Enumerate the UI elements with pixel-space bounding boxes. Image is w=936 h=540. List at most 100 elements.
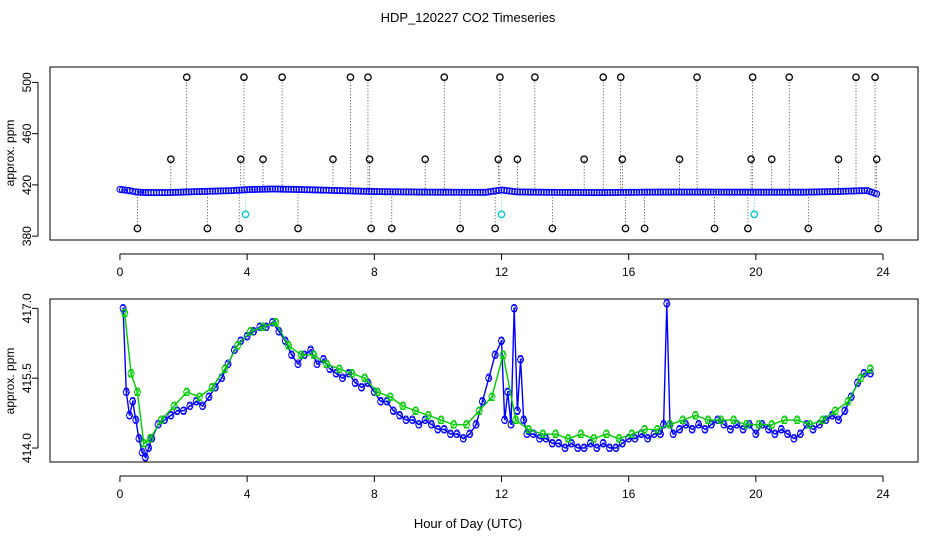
- outlier-point: [834, 155, 843, 164]
- baseline-point: [760, 188, 768, 196]
- series-point: [841, 407, 849, 415]
- top-data-points: [116, 73, 883, 233]
- baseline-point: [179, 188, 188, 196]
- baseline-point: [431, 188, 439, 196]
- series-point: [631, 435, 639, 443]
- top-plot-frame: [49, 66, 919, 241]
- series-marker-label: 2: [272, 315, 279, 329]
- baseline-point: [813, 188, 821, 196]
- baseline-point: [638, 188, 646, 196]
- series-point: [440, 425, 448, 433]
- baseline-point: [564, 188, 572, 196]
- baseline-point: [873, 190, 881, 198]
- baseline-point: [815, 188, 823, 196]
- outlier-point: [871, 73, 879, 82]
- cyan-point: [750, 210, 759, 219]
- series-point: [396, 411, 404, 419]
- series-point: [577, 430, 585, 438]
- baseline-point: [381, 188, 389, 196]
- baseline-point: [442, 188, 450, 196]
- cyan-point: [241, 210, 250, 219]
- baseline-point: [482, 188, 490, 196]
- series-marker-label: 3: [148, 432, 155, 446]
- series-marker-label: 2: [539, 427, 546, 441]
- baseline-point: [118, 186, 126, 194]
- series-point: [561, 444, 569, 452]
- series-marker-label: 3: [644, 432, 651, 446]
- baseline-point: [370, 188, 378, 196]
- baseline-point: [654, 188, 662, 196]
- series-point: [199, 402, 207, 410]
- baseline-point: [185, 188, 193, 196]
- series-point: [281, 337, 289, 345]
- baseline-point: [341, 187, 349, 195]
- baseline-point: [471, 188, 479, 196]
- baseline-point: [635, 188, 643, 196]
- series-marker-label: 2: [718, 413, 725, 427]
- series-point: [186, 402, 194, 410]
- series-marker-label: 3: [358, 380, 365, 394]
- series-marker-label: 3: [765, 422, 772, 436]
- series-point: [857, 374, 865, 382]
- series-point: [146, 435, 154, 443]
- x-tick-label: 12: [495, 265, 509, 279]
- series-point: [332, 370, 340, 378]
- series-marker-label: 3: [753, 427, 760, 441]
- series-marker-label: 2: [819, 413, 826, 427]
- series-marker-label: 3: [415, 418, 422, 432]
- outlier-point: [748, 73, 757, 82]
- series-marker-label: 3: [498, 334, 505, 348]
- baseline-point: [855, 187, 863, 195]
- baseline-point: [203, 187, 211, 195]
- baseline-point: [132, 188, 140, 196]
- series-marker-label: 3: [574, 441, 581, 455]
- series-marker-label: 3: [199, 399, 206, 413]
- baseline-point: [675, 188, 683, 196]
- series-marker-label: 2: [781, 413, 788, 427]
- series-marker-label: 3: [594, 441, 601, 455]
- series-marker-label: 3: [543, 432, 550, 446]
- series-marker-label: 3: [660, 418, 667, 432]
- baseline-point: [545, 188, 553, 196]
- series-marker-label: 2: [476, 404, 483, 418]
- baseline-point: [799, 188, 808, 196]
- baseline-point: [569, 188, 577, 197]
- baseline-point: [593, 189, 601, 197]
- baseline-point: [770, 188, 778, 196]
- baseline-point: [516, 188, 524, 196]
- series-marker-label: 3: [638, 427, 645, 441]
- series-point: [688, 425, 696, 433]
- baseline-point: [164, 189, 172, 197]
- series-point: [284, 342, 292, 350]
- series-marker-label: 3: [549, 436, 556, 450]
- baseline-point: [177, 188, 185, 196]
- series-marker-label: 3: [390, 404, 397, 418]
- series-point: [488, 393, 496, 401]
- baseline-point: [643, 188, 651, 196]
- series-point: [259, 323, 267, 331]
- outlier-point: [235, 224, 244, 233]
- series-point: [707, 421, 715, 429]
- series-marker-label: 3: [314, 357, 321, 371]
- baseline-point: [365, 187, 373, 195]
- series-marker-label: 3: [517, 353, 524, 367]
- series-marker-label: 2: [196, 390, 203, 404]
- baseline-point: [831, 188, 839, 196]
- baseline-point: [468, 188, 476, 196]
- x-tick-label: 12: [495, 487, 509, 501]
- baseline-point: [503, 187, 511, 195]
- series-point: [720, 421, 728, 429]
- baseline-point: [271, 185, 279, 193]
- series-point: [831, 407, 839, 415]
- series-marker-label: 3: [123, 385, 130, 399]
- top-outlier-droplines: [137, 77, 879, 229]
- series-point: [866, 370, 874, 378]
- series-point: [866, 365, 874, 373]
- series-marker-label: 3: [651, 427, 658, 441]
- baseline-point: [556, 188, 564, 196]
- x-tick-label: 8: [371, 487, 378, 501]
- baseline-point: [444, 188, 453, 196]
- baseline-point: [860, 187, 869, 195]
- series-point: [485, 374, 493, 382]
- outlier-point: [456, 224, 465, 233]
